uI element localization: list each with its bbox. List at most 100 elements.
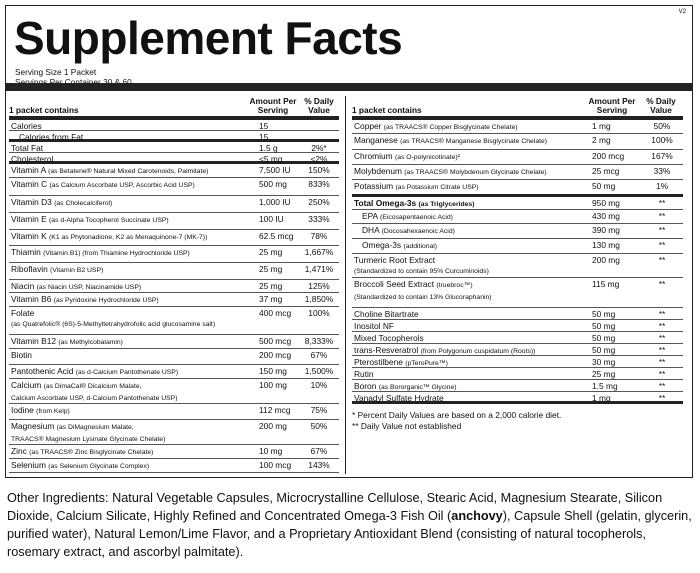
nutrient-daily-value: ** <box>658 357 666 367</box>
serving-info: Serving Size 1 Packet Servings Per Conta… <box>15 67 132 87</box>
nutrient-source-detail: (as Quatrefolic® (6S)-5-Methyltetrahydro… <box>11 321 216 328</box>
nutrient-daily-value: 78% <box>310 231 328 241</box>
footnote-daily-values: * Percent Daily Values are based on a 2,… <box>352 410 562 420</box>
dv-header-line1: % Daily <box>304 96 334 106</box>
nutrient-amount: 100 mcg <box>259 460 292 470</box>
nutrient-source: (as DiMagnesium Malate, <box>56 424 134 431</box>
nutrient-amount: 130 mg <box>592 240 620 250</box>
nutrient-daily-value: 67% <box>310 350 328 360</box>
contains-header: 1 packet contains <box>352 105 422 115</box>
nutrient-amount: 37 mg <box>259 294 283 304</box>
nutrient-name: Iodine (from Kelp) <box>11 405 70 417</box>
nutrient-name: Vanadyl Sulfate Hydrate <box>354 393 444 403</box>
nutrient-row: Iodine (from Kelp) 112 mcg 75% <box>9 404 339 420</box>
nutrient-daily-value: 833% <box>308 179 330 189</box>
nutrient-label: Thiamin <box>11 247 41 257</box>
nutrient-name: Cholesterol <box>11 154 53 164</box>
nutrient-daily-value: <2% <box>310 154 328 164</box>
nutrient-daily-value: 250% <box>308 197 330 207</box>
nutrient-daily-value: 75% <box>310 405 328 415</box>
nutrient-daily-value: ** <box>658 279 666 289</box>
nutrient-amount: 100 mg <box>259 380 287 390</box>
nutrient-label: Calories <box>11 121 42 131</box>
nutrient-name: Rutin <box>354 369 374 379</box>
footnotes: * Percent Daily Values are based on a 2,… <box>352 410 683 432</box>
right-nutrient-column: 1 packet contains Amount Per Serving % Da… <box>352 96 683 432</box>
nutrient-label: Magnesium <box>11 421 55 431</box>
nutrient-label: Vanadyl Sulfate Hydrate <box>354 393 444 403</box>
nutrient-label: Manganese <box>354 135 398 145</box>
nutrient-daily-value: ** <box>658 369 666 379</box>
nutrient-daily-value: 333% <box>308 214 330 224</box>
nutrient-amount: <5 mg <box>259 154 283 164</box>
nutrient-amount: 150 mg <box>259 366 287 376</box>
nutrient-row: Niacin (as Niacin USP, Niacinamide USP) 2… <box>9 280 339 293</box>
nutrient-name: Molybdenum (as TRAACS® Molybdenum Glycin… <box>354 166 547 178</box>
nutrient-source: (as O-polynicotinate)² <box>394 154 460 161</box>
nutrient-row: Total Fat 1.5 g 2%* <box>9 142 339 153</box>
nutrient-label: Potassium <box>354 181 394 191</box>
nutrient-name: Vitamin D3 (as Cholecalciferol) <box>11 197 112 209</box>
nutrient-name: trans-Resveratrol (from Polygonum cuspid… <box>354 345 535 357</box>
nutrient-name: Calcium (as DimaCal® Dicalcium Malate, Ca… <box>11 380 177 404</box>
nutrient-daily-value: 8,333% <box>304 336 334 346</box>
footnote-not-established: ** Daily Value not established <box>352 421 462 431</box>
daily-value-header: % Daily Value <box>301 97 337 115</box>
nutrient-amount: 2 mg <box>592 135 611 145</box>
other-ingredients: Other Ingredients: Natural Vegetable Cap… <box>7 489 695 561</box>
nutrient-name: Vitamin C (as Calcium Ascorbate USP, Asc… <box>11 179 195 191</box>
column-divider <box>345 96 346 474</box>
nutrient-label: Folate <box>11 308 35 318</box>
nutrient-daily-value: ** <box>658 225 666 235</box>
amount-header: Amount Per Serving <box>586 97 638 115</box>
nutrient-source-detail: (Standardized to contain 95% Curcuminoid… <box>354 268 489 275</box>
nutrient-row: Folate (as Quatrefolic® (6S)-5-Methyltetr… <box>9 307 339 335</box>
other-ingredients-text-end: ), Capsule Shell (gelatin, glycerin, pur… <box>7 509 692 559</box>
nutrient-label: Total Fat <box>11 143 44 153</box>
panel-title: Supplement Facts <box>14 12 403 64</box>
nutrient-name: Pantothenic Acid (as d-Calcium Pantothen… <box>11 366 178 378</box>
nutrient-amount: 1,000 IU <box>259 197 291 207</box>
serving-size: Serving Size 1 Packet <box>15 67 97 77</box>
left-nutrient-column: 1 packet contains Amount Per Serving % Da… <box>9 96 339 473</box>
nutrient-name: Thiamin (Vitamin B1) (from Thiamine Hydr… <box>11 247 190 259</box>
nutrient-name: Vitamin A (as Betatene® Natural Mixed Ca… <box>11 165 208 177</box>
nutrient-label: Inositol NF <box>354 321 395 331</box>
nutrient-source: (pTeroPure™) <box>405 360 448 367</box>
nutrient-label: Selenium <box>11 460 46 470</box>
nutrient-row: Inositol NF 50 mg ** <box>352 320 683 332</box>
nutrient-amount: 25 mg <box>259 247 283 257</box>
nutrient-daily-value: ** <box>658 211 666 221</box>
nutrient-name: Turmeric Root Extract (Standardized to co… <box>354 255 489 277</box>
nutrient-row: Calories 15 <box>9 120 339 131</box>
nutrient-label: Pterostilbene <box>354 357 403 367</box>
nutrient-name: EPA (Eicosapentaenoic Acid) <box>362 211 453 223</box>
nutrient-daily-value: 1% <box>655 181 669 191</box>
nutrient-source: (truebroc™) <box>436 282 473 289</box>
nutrient-row: Omega-3s (additional) 130 mg ** <box>352 239 683 254</box>
nutrient-name: Calories from Fat <box>19 132 83 142</box>
version-label: V2 <box>678 9 686 15</box>
nutrient-row: Chromium (as O-polynicotinate)² 200 mcg 16… <box>352 150 683 165</box>
nutrient-source: (as TRAACS® Molybdenum Glycinate Chelate… <box>404 169 547 176</box>
nutrient-daily-value: 50% <box>653 121 671 131</box>
nutrient-row: Pantothenic Acid (as d-Calcium Pantothen… <box>9 365 339 379</box>
nutrient-amount: 25 mg <box>592 369 616 379</box>
nutrient-source: (as Bororganic™ Glycine) <box>378 384 457 391</box>
nutrient-row: Vitamin B12 (as Methylcobalamin) 500 mcg 8… <box>9 335 339 349</box>
nutrient-name: Vitamin K (K1 as Phytonadione, K2 as Men… <box>11 231 207 243</box>
nutrient-label: Pantothenic Acid <box>11 366 74 376</box>
nutrient-amount: 1.5 mg <box>592 381 618 391</box>
nutrient-row: EPA (Eicosapentaenoic Acid) 430 mg ** <box>352 210 683 224</box>
nutrient-row: Vitamin K (K1 as Phytonadione, K2 as Men… <box>9 230 339 246</box>
nutrient-label: DHA <box>362 225 380 235</box>
nutrient-source: (as Pyridoxine Hydrochloride USP) <box>53 297 159 304</box>
nutrient-label: Molybdenum <box>354 166 402 176</box>
nutrient-daily-value: 1,850% <box>304 294 334 304</box>
nutrient-row: Pterostilbene (pTeroPure™) 30 mg ** <box>352 356 683 368</box>
nutrient-row: Magnesium (as DiMagnesium Malate, TRAACS®… <box>9 420 339 445</box>
nutrient-amount: 50 mg <box>592 345 616 355</box>
nutrient-name: Potassium (as Potassium Citrate USP) <box>354 181 479 193</box>
nutrient-daily-value: 1,500% <box>304 366 334 376</box>
nutrient-label: Riboflavin <box>11 264 48 274</box>
